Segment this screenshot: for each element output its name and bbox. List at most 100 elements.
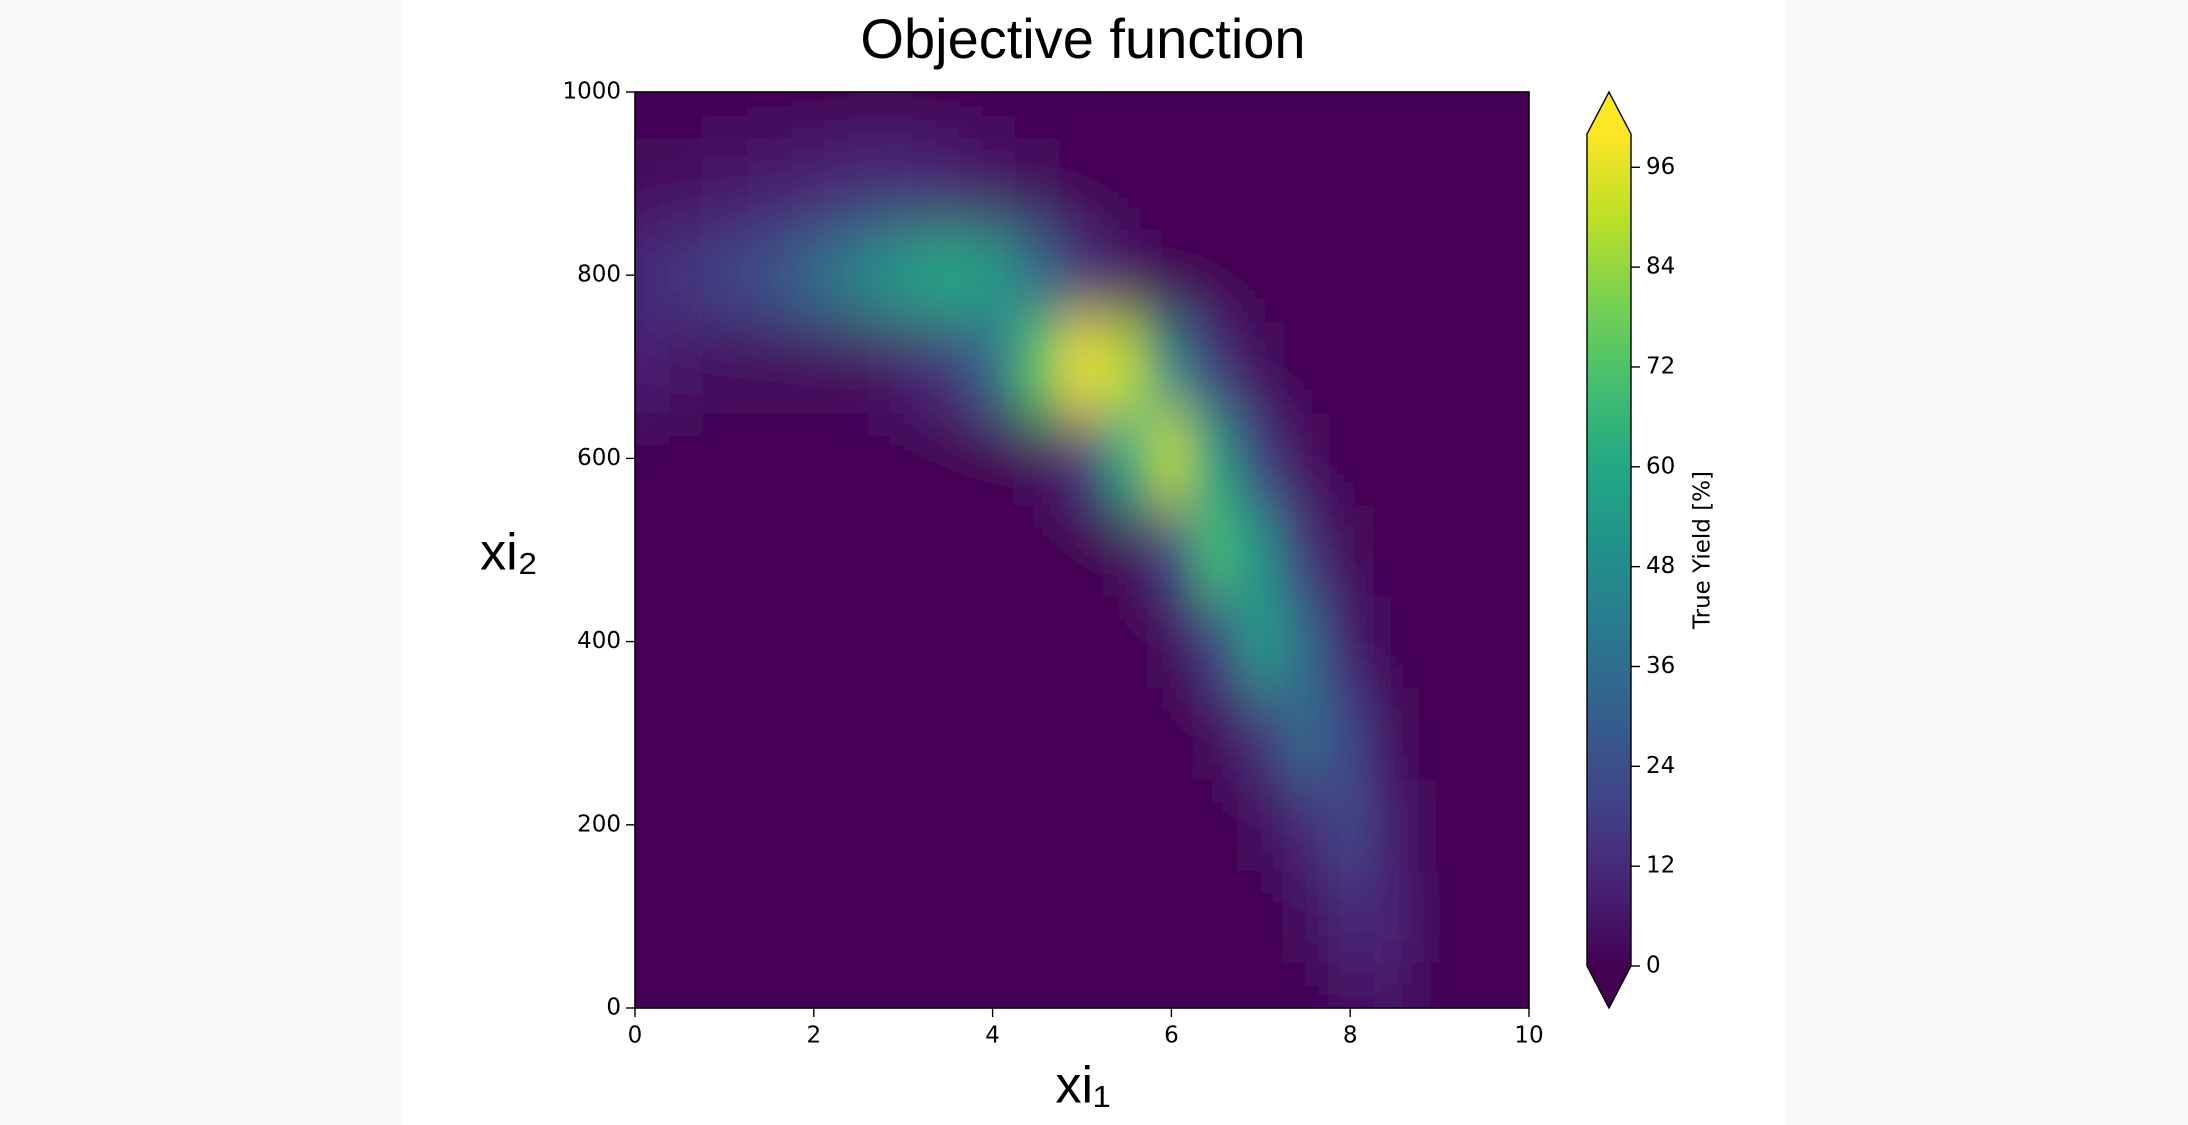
contour-cell [702, 229, 748, 322]
contour-cell [1014, 504, 1061, 597]
contour-cell [1149, 779, 1195, 872]
contour-cell [635, 92, 658, 139]
contour-cell [1417, 321, 1463, 414]
contour-cell [925, 687, 971, 780]
contour-cell [746, 137, 793, 230]
contour-cell [657, 870, 703, 963]
contour-cell [1461, 412, 1508, 505]
contour-cell [1149, 229, 1195, 322]
contour-cell [1327, 595, 1374, 688]
contour-cell [925, 504, 971, 597]
contour-cell [1059, 504, 1105, 597]
contour-cell [1149, 870, 1195, 963]
contour-cell [1104, 137, 1150, 230]
contour-cell [1461, 321, 1508, 414]
x-tick-label: 10 [1514, 1023, 1543, 1049]
contour-cell [657, 687, 703, 780]
contour-cell [1149, 595, 1195, 688]
contour-cell [1014, 779, 1061, 872]
y-tick-label: 800 [577, 262, 621, 288]
colorbar-extend-min [1587, 966, 1631, 1008]
contour-cell [791, 92, 837, 139]
contour-cell [1014, 229, 1061, 322]
contour-cell [880, 870, 927, 963]
contour-cell [1283, 870, 1329, 963]
contour-cell [1461, 870, 1508, 963]
contour-cell [836, 779, 882, 872]
contour-cell [970, 595, 1016, 688]
contour-cell [925, 92, 971, 139]
contour-cell [702, 137, 748, 230]
contour-cell [925, 229, 971, 322]
contour-cell [836, 870, 882, 963]
contour-cell [1014, 595, 1061, 688]
contour-cell [1417, 779, 1463, 872]
contour-cell [1327, 870, 1374, 963]
contour-cell [1417, 229, 1463, 322]
contour-cell [1014, 92, 1061, 139]
contour-cell [836, 595, 882, 688]
contour-cell [1104, 870, 1150, 963]
plot-area [635, 92, 1529, 1008]
contour-cell [970, 412, 1016, 505]
contour-cell [880, 779, 927, 872]
contour-cell [970, 687, 1016, 780]
contour-cell [1327, 412, 1374, 505]
contour-cell [702, 962, 748, 1008]
contour-cell [1506, 687, 1529, 780]
contour-cell [746, 504, 793, 597]
contour-cell [1417, 962, 1463, 1008]
contour-cell [746, 962, 793, 1008]
contour-cell [746, 412, 793, 505]
contour-cell [702, 504, 748, 597]
contour-cell [970, 321, 1016, 414]
contour-cell [746, 595, 793, 688]
contour-cell [657, 92, 703, 139]
contour-cell [1104, 687, 1150, 780]
contour-cell [702, 92, 748, 139]
colorbar-tick-label: 12 [1646, 853, 1675, 879]
contour-cell [746, 687, 793, 780]
contour-cell [1149, 412, 1195, 505]
contour-cell [1461, 962, 1508, 1008]
contour-cell [1149, 137, 1195, 230]
contour-cell [1461, 595, 1508, 688]
contour-cell [1372, 504, 1418, 597]
contour-cell [1014, 321, 1061, 414]
contour-cell [970, 962, 1016, 1008]
contour-cell [746, 229, 793, 322]
contour-cell [657, 321, 703, 414]
contour-cell [657, 412, 703, 505]
contour-field [635, 92, 1529, 1008]
colorbar-tick-label: 96 [1646, 154, 1675, 180]
contour-cell [925, 137, 971, 230]
plot-frame [634, 91, 1530, 1009]
contour-cell [1417, 137, 1463, 230]
colorbar-scale [1587, 134, 1631, 966]
contour-cell [1461, 779, 1508, 872]
contour-cell [1193, 137, 1240, 230]
y-tick-label: 1000 [562, 79, 621, 105]
contour-cell [925, 962, 971, 1008]
x-axis-label: xi₁ [1055, 1057, 1110, 1115]
contour-cell [1283, 92, 1329, 139]
contour-cell [880, 962, 927, 1008]
contour-cell [657, 779, 703, 872]
contour-cell [746, 321, 793, 414]
contour-cell [746, 92, 793, 139]
contour-cell [791, 962, 837, 1008]
contour-cell [880, 229, 927, 322]
contour-cell [1506, 229, 1529, 322]
contour-cell [1193, 92, 1240, 139]
contour-cell [970, 870, 1016, 963]
contour-cell [1238, 779, 1284, 872]
contour-cell [635, 412, 658, 505]
contour-cell [1014, 870, 1061, 963]
contour-cell [836, 321, 882, 414]
contour-cell [635, 229, 658, 322]
contour-cell [1283, 595, 1329, 688]
contour-cell [1461, 92, 1508, 139]
contour-cell [635, 595, 658, 688]
